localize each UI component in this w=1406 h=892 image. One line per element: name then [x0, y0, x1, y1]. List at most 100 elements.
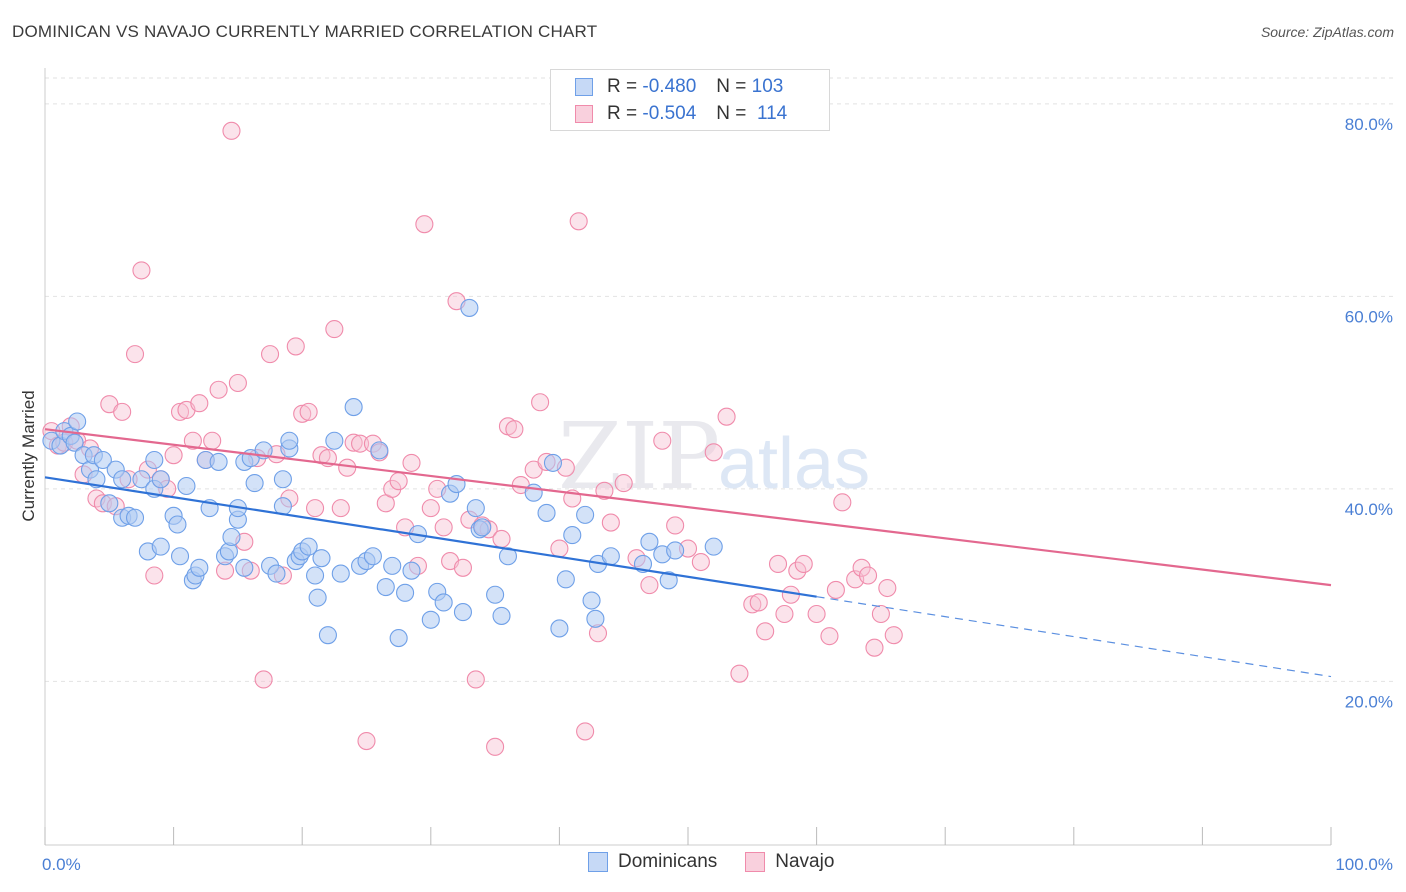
navajo-point — [775, 604, 794, 624]
navajo-point — [781, 585, 800, 604]
navajo-point — [878, 578, 897, 598]
navajo-point — [299, 402, 318, 421]
dominicans-point — [267, 564, 286, 583]
y-tick-label: 40.0% — [1345, 500, 1393, 519]
legend-n-value: 114 — [756, 103, 788, 124]
y-tick-label: 80.0% — [1345, 115, 1393, 134]
navajo-point — [203, 431, 222, 450]
legend-r-value: -0.504 — [642, 103, 697, 124]
navajo-point — [402, 453, 421, 472]
navajo-point — [492, 529, 511, 548]
legend-r-label: R = — [607, 76, 638, 97]
navajo-point — [768, 554, 788, 574]
dominicans-point — [659, 571, 678, 590]
navajo-point — [749, 593, 768, 612]
dominicans-point — [640, 532, 659, 551]
legend-row-navajo: R = -0.504 N = 114 — [551, 101, 787, 127]
navajo-point — [254, 670, 273, 689]
dominicans-point — [65, 433, 84, 452]
dominicans-point — [473, 518, 492, 537]
dominicans-point — [312, 549, 331, 568]
navajo-point — [331, 499, 350, 518]
dominicans-point — [486, 585, 505, 604]
dominicans-point — [177, 476, 196, 496]
legend-n-label: N = — [716, 103, 747, 124]
navajo-point — [170, 402, 190, 421]
tick-labels: 20.0% 40.0% 60.0% 80.0% 0.0% 100.0% — [42, 115, 1393, 874]
y-tick-label: 20.0% — [1345, 692, 1393, 711]
watermark-atlas: atlas — [718, 424, 870, 504]
series-label-dominicans: Dominicans — [618, 851, 718, 872]
dominicans-point — [145, 450, 164, 470]
navajo-point — [743, 595, 762, 614]
dominicans-point — [151, 537, 170, 556]
navajo-point — [858, 566, 878, 585]
navajo-point — [576, 722, 595, 741]
dominicans-point — [318, 626, 337, 645]
navajo-point — [820, 627, 839, 646]
navajo-point — [434, 518, 453, 537]
dominicans-point — [273, 470, 292, 489]
navajo-point — [325, 320, 344, 339]
navajo-point — [550, 539, 569, 558]
dominicans-point — [308, 588, 327, 607]
navajo-point — [666, 516, 685, 535]
trend-lines — [44, 428, 1332, 678]
series-swatch-navajo — [745, 852, 766, 872]
dominicans-point — [113, 470, 132, 489]
dominicans-point — [331, 564, 350, 583]
navajo-point — [871, 604, 890, 624]
series-legend-dominicans: Dominicans — [588, 851, 717, 873]
dominicans-point — [466, 499, 485, 518]
navajo-point — [164, 446, 183, 465]
dominicans-point — [190, 558, 209, 577]
y-tick-label: 60.0% — [1345, 307, 1393, 326]
series-swatch-dominicans — [588, 852, 608, 872]
navajo-point — [614, 474, 633, 493]
dominicans-point — [383, 556, 402, 575]
x-tick-label: 100.0% — [1335, 855, 1393, 874]
dominicans-point — [556, 570, 575, 589]
legend-r-value: -0.480 — [642, 76, 697, 97]
dominicans-point — [245, 474, 264, 493]
navajo-point — [730, 664, 749, 683]
navajo-point — [260, 345, 280, 364]
dominicans-point — [460, 298, 479, 317]
navajo-point — [306, 499, 325, 518]
navajo-point — [865, 638, 884, 657]
navajo-point — [595, 481, 614, 500]
legend-swatch-navajo — [575, 105, 593, 123]
navajo-point — [653, 431, 672, 450]
dominicans-trend-extension — [816, 596, 1332, 678]
navajo-point — [826, 580, 845, 599]
navajo-points — [42, 121, 903, 756]
dominicans-point — [550, 619, 569, 638]
dominicans-point — [704, 537, 723, 556]
dominicans-point — [363, 547, 382, 566]
dominicans-point — [389, 629, 408, 648]
navajo-point — [344, 433, 363, 452]
dominicans-point — [586, 609, 605, 628]
navajo-point — [807, 604, 826, 624]
dominicans-point — [601, 547, 620, 566]
navajo-point — [569, 212, 588, 231]
x-tick-label: 0.0% — [42, 855, 81, 874]
dominicans-point — [306, 566, 325, 585]
navajo-point — [351, 434, 370, 453]
dominicans-point — [325, 431, 344, 450]
dominicans-points — [42, 298, 723, 648]
source-label: Source: ZipAtlas.com — [1260, 24, 1394, 40]
dominicans-point — [222, 527, 241, 547]
navajo-point — [183, 431, 202, 450]
navajo-point — [209, 380, 228, 399]
dominicans-point — [376, 577, 395, 597]
navajo-point — [794, 554, 813, 574]
navajo-point — [833, 493, 852, 512]
legend-n-label: N = — [716, 76, 747, 97]
dominicans-point — [280, 431, 299, 450]
navajo-point — [222, 121, 241, 140]
navajo-point — [415, 215, 434, 234]
navajo-point — [691, 552, 710, 572]
dominicans-point — [68, 412, 87, 431]
navajo-point — [884, 626, 903, 645]
